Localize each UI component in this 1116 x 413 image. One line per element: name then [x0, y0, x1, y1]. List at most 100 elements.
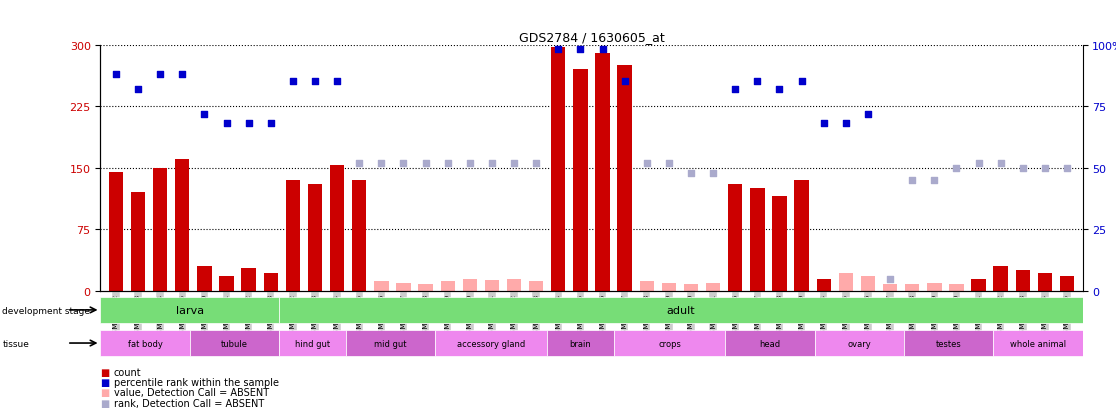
Bar	[639, 281, 654, 291]
FancyBboxPatch shape	[279, 330, 346, 356]
Point	[283, 79, 301, 85]
Point	[1013, 165, 1031, 172]
Point	[1036, 165, 1054, 172]
Bar	[817, 279, 831, 291]
Bar	[617, 66, 632, 291]
Text: ■: ■	[100, 398, 109, 408]
Text: larva: larva	[175, 305, 204, 315]
Text: ovary: ovary	[847, 339, 872, 348]
Bar	[441, 281, 455, 291]
FancyBboxPatch shape	[346, 330, 435, 356]
FancyBboxPatch shape	[100, 330, 190, 356]
Bar	[330, 166, 345, 291]
Text: testes: testes	[935, 339, 962, 348]
Text: tubule: tubule	[221, 339, 248, 348]
Bar	[175, 160, 190, 291]
FancyBboxPatch shape	[993, 330, 1083, 356]
Bar	[950, 285, 963, 291]
Text: ■: ■	[100, 387, 109, 397]
Point	[992, 160, 1010, 167]
Text: development stage: development stage	[2, 306, 90, 315]
Bar	[241, 268, 256, 291]
Point	[682, 170, 700, 176]
FancyBboxPatch shape	[100, 297, 279, 323]
Bar	[352, 180, 366, 291]
Bar	[595, 54, 609, 291]
Bar	[662, 283, 676, 291]
Text: fat body: fat body	[127, 339, 163, 348]
Bar	[1038, 273, 1052, 291]
Bar	[198, 267, 212, 291]
FancyBboxPatch shape	[435, 330, 547, 356]
Point	[571, 47, 589, 54]
Bar	[220, 276, 233, 291]
Bar	[507, 279, 521, 291]
Bar	[1016, 271, 1030, 291]
Point	[328, 79, 346, 85]
Bar	[860, 276, 875, 291]
Text: rank, Detection Call = ABSENT: rank, Detection Call = ABSENT	[114, 398, 264, 408]
Bar	[308, 185, 323, 291]
Bar	[286, 180, 300, 291]
Text: mid gut: mid gut	[374, 339, 407, 348]
Point	[306, 79, 324, 85]
Point	[815, 121, 833, 127]
Point	[859, 111, 877, 118]
Bar	[927, 283, 942, 291]
Bar	[905, 285, 920, 291]
Point	[395, 160, 413, 167]
Bar	[795, 180, 809, 291]
Bar	[684, 285, 699, 291]
Point	[129, 86, 147, 93]
Text: crops: crops	[658, 339, 681, 348]
Text: adult: adult	[666, 305, 695, 315]
Point	[882, 275, 899, 282]
Point	[660, 160, 677, 167]
Bar	[838, 273, 853, 291]
Point	[749, 79, 767, 85]
Point	[527, 160, 545, 167]
Bar	[1060, 276, 1075, 291]
Bar	[484, 280, 499, 291]
Bar	[418, 285, 433, 291]
Text: head: head	[760, 339, 780, 348]
FancyBboxPatch shape	[904, 330, 993, 356]
Bar	[529, 281, 543, 291]
Bar	[551, 48, 566, 291]
Point	[770, 86, 788, 93]
Bar	[263, 273, 278, 291]
Point	[506, 160, 523, 167]
Point	[594, 47, 612, 54]
Text: percentile rank within the sample: percentile rank within the sample	[114, 377, 279, 387]
Bar	[153, 169, 167, 291]
Bar	[574, 70, 588, 291]
Text: brain: brain	[569, 339, 591, 348]
FancyBboxPatch shape	[190, 330, 279, 356]
Bar	[971, 279, 985, 291]
Point	[373, 160, 391, 167]
Point	[350, 160, 368, 167]
Bar	[374, 281, 388, 291]
Point	[107, 71, 125, 78]
Bar	[750, 189, 764, 291]
Bar	[108, 172, 123, 291]
Point	[792, 79, 810, 85]
Point	[461, 160, 479, 167]
Point	[616, 79, 634, 85]
Text: accessory gland: accessory gland	[456, 339, 526, 348]
Bar	[883, 285, 897, 291]
Bar	[706, 283, 720, 291]
Point	[416, 160, 434, 167]
FancyBboxPatch shape	[815, 330, 904, 356]
Point	[1058, 165, 1076, 172]
Point	[903, 177, 921, 184]
FancyBboxPatch shape	[725, 330, 815, 356]
Point	[195, 111, 213, 118]
Text: whole animal: whole animal	[1010, 339, 1066, 348]
Text: value, Detection Call = ABSENT: value, Detection Call = ABSENT	[114, 387, 269, 397]
Bar	[772, 197, 787, 291]
Bar	[396, 283, 411, 291]
Point	[439, 160, 456, 167]
Point	[152, 71, 170, 78]
Title: GDS2784 / 1630605_at: GDS2784 / 1630605_at	[519, 31, 664, 44]
